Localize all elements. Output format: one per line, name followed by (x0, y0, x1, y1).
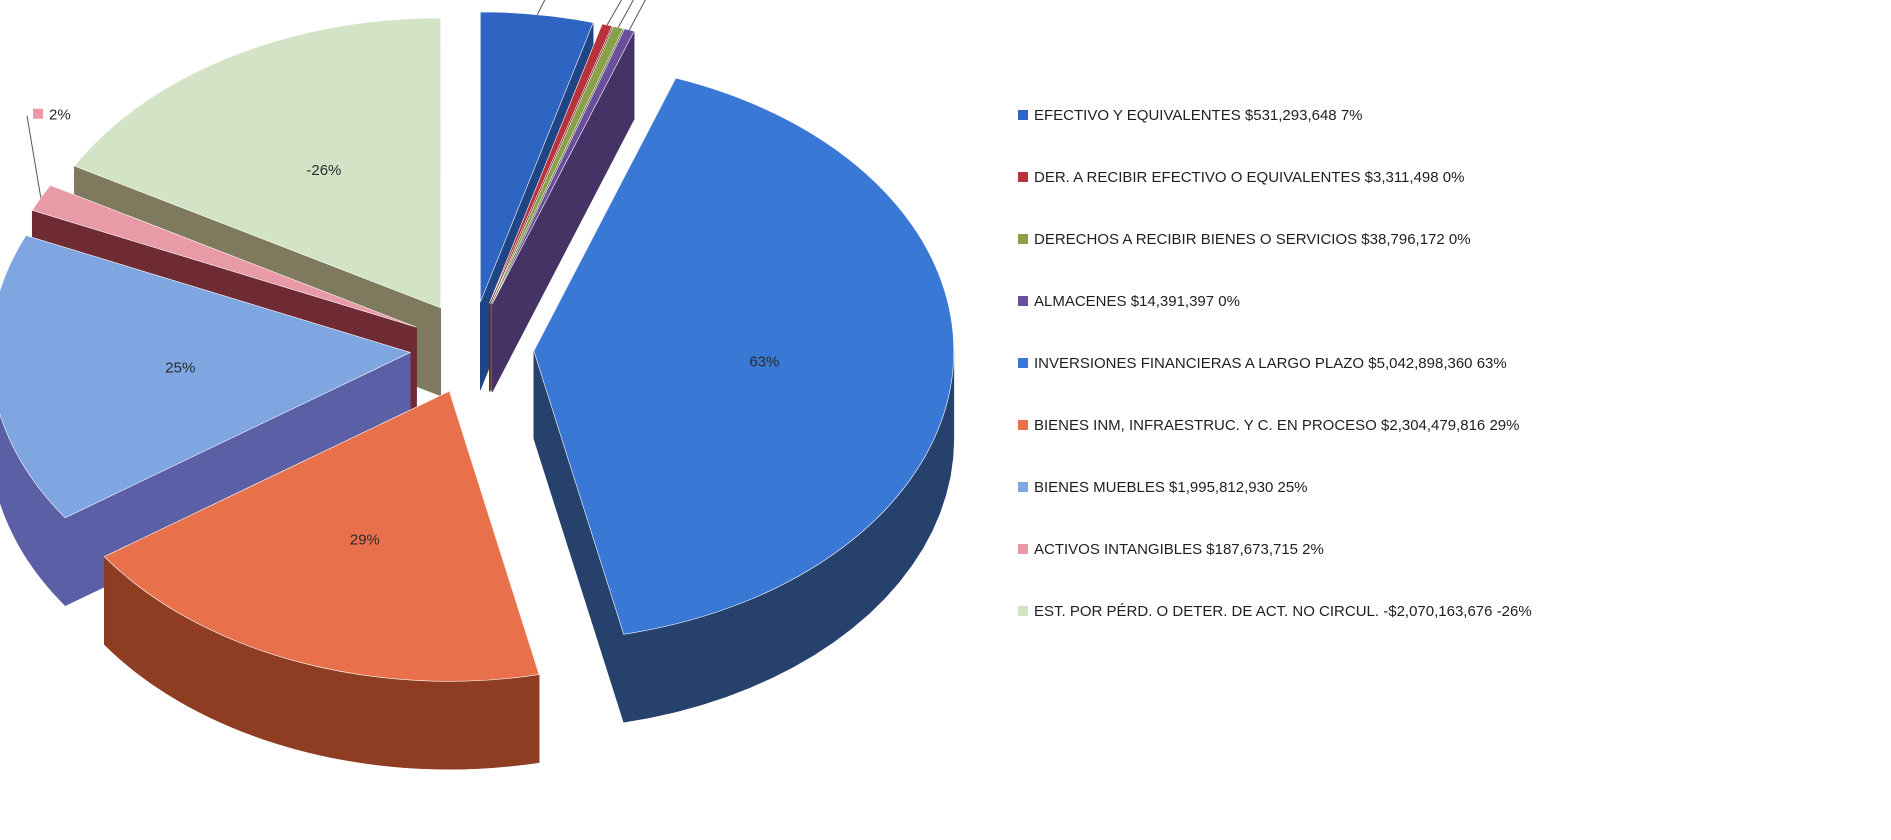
slice-6 (0, 235, 412, 519)
slice-4 (533, 77, 955, 635)
legend-item-7: ACTIVOS INTANGIBLES $187,673,715 2% (1034, 541, 1324, 558)
legend-item-0: EFECTIVO Y EQUIVALENTES $531,293,648 7% (1034, 107, 1363, 124)
legend-swatch-1 (1018, 172, 1028, 182)
legend-item-5: BIENES INM, INFRAESTRUC. Y C. EN PROCESO… (1034, 417, 1519, 434)
slice-8 (73, 17, 442, 309)
legend: EFECTIVO Y EQUIVALENTES $531,293,648 7% D… (1018, 107, 1532, 620)
leader-lines (26, 0, 646, 198)
legend-swatch-3 (1018, 296, 1028, 306)
legend-item-4: INVERSIONES FINANCIERAS A LARGO PLAZO $5… (1034, 355, 1507, 372)
legend-swatch-2 (1018, 234, 1028, 244)
percent-label-4: 63% (749, 353, 779, 370)
legend-swatch-8 (1018, 606, 1028, 616)
leader-line-7 (26, 115, 42, 198)
legend-item-6: BIENES MUEBLES $1,995,812,930 25% (1034, 479, 1308, 496)
slice-3 (491, 28, 635, 305)
legend-item-1: DER. A RECIBIR EFECTIVO O EQUIVALENTES $… (1034, 169, 1464, 186)
legend-swatch-5 (1018, 420, 1028, 430)
leader-line-3 (628, 0, 646, 31)
leader-line-0 (536, 0, 546, 15)
legend-swatch-0 (1018, 110, 1028, 120)
percent-label-5: 29% (350, 532, 380, 549)
slice-5 (103, 390, 540, 682)
legend-swatch-6 (1018, 482, 1028, 492)
legend-swatch-4 (1018, 358, 1028, 368)
label-marker-7 (33, 108, 43, 119)
leader-line-2 (617, 0, 634, 28)
slice-2 (490, 25, 624, 304)
slice-tops (0, 11, 955, 682)
legend-item-3: ALMACENES $14,391,397 0% (1034, 293, 1240, 310)
percent-label-8: -26% (306, 162, 341, 179)
legend-item-8: EST. POR PÉRD. O DETER. DE ACT. NO CIRCU… (1034, 603, 1532, 620)
legend-item-2: DERECHOS A RECIBIR BIENES O SERVICIOS $3… (1034, 231, 1471, 248)
percent-label-6: 25% (165, 360, 195, 377)
legend-swatch-7 (1018, 544, 1028, 554)
percent-label-7: 2% (49, 107, 71, 124)
leader-line-1 (606, 0, 622, 26)
percent-labels: 7%0%0%0%63%29%25%2%-26% (33, 107, 779, 549)
slice-0 (480, 11, 594, 303)
